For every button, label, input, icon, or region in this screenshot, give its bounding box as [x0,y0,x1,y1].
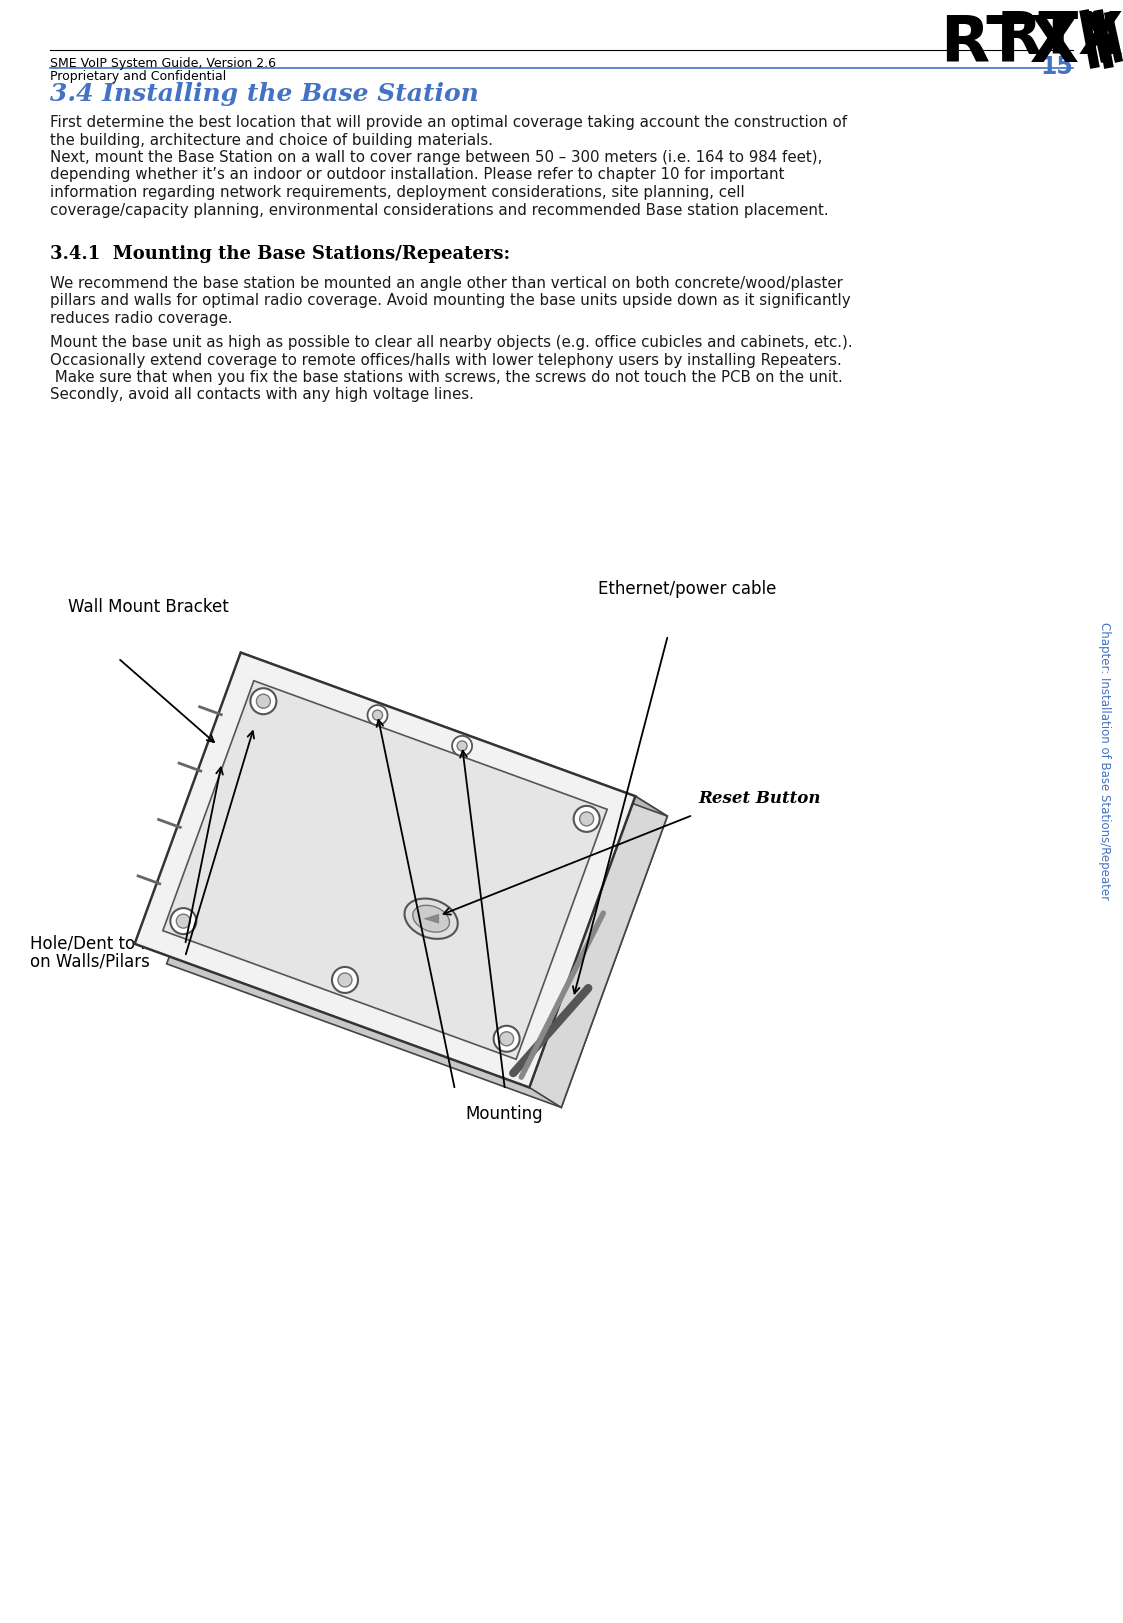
Text: Occasionally extend coverage to remote offices/halls with lower telephony users : Occasionally extend coverage to remote o… [51,352,842,367]
Circle shape [574,807,600,833]
Circle shape [494,1026,520,1052]
Text: Ethernet/power cable: Ethernet/power cable [599,579,776,597]
Text: Make sure that when you fix the base stations with screws, the screws do not tou: Make sure that when you fix the base sta… [51,370,842,385]
Text: on Walls/Pilars: on Walls/Pilars [30,953,149,971]
Ellipse shape [404,899,458,938]
Circle shape [500,1032,513,1045]
Polygon shape [240,652,667,816]
Text: pillars and walls for optimal radio coverage. Avoid mounting the base units upsi: pillars and walls for optimal radio cove… [51,294,850,308]
Text: Mounting: Mounting [465,1105,542,1123]
Ellipse shape [413,906,449,932]
Text: Reset Button: Reset Button [699,790,821,807]
Text: First determine the best location that will provide an optimal coverage taking a: First determine the best location that w… [51,115,847,130]
Circle shape [338,972,351,987]
Text: SME VoIP System Guide, Version 2.6: SME VoIP System Guide, Version 2.6 [51,57,276,70]
Circle shape [373,711,383,721]
Polygon shape [163,680,608,1060]
Circle shape [176,914,191,928]
Text: RTX: RTX [940,13,1079,75]
Text: RTX: RTX [996,10,1123,67]
Text: Mount the base unit as high as possible to clear all nearby objects (e.g. office: Mount the base unit as high as possible … [51,334,852,351]
Text: depending whether it’s an indoor or outdoor installation. Please refer to chapte: depending whether it’s an indoor or outd… [51,167,785,182]
Polygon shape [166,672,667,1107]
Text: coverage/capacity planning, environmental considerations and recommended Base st: coverage/capacity planning, environmenta… [51,203,829,217]
Text: Chapter: Installation of Base Stations/Repeater: Chapter: Installation of Base Stations/R… [1098,622,1112,901]
Text: Next, mount the Base Station on a wall to cover range between 50 – 300 meters (i: Next, mount the Base Station on a wall t… [51,149,822,166]
Text: reduces radio coverage.: reduces radio coverage. [51,312,232,326]
Circle shape [250,688,276,714]
Text: information regarding network requirements, deployment considerations, site plan: information regarding network requiremen… [51,185,745,200]
Text: 3.4.1  Mounting the Base Stations/Repeaters:: 3.4.1 Mounting the Base Stations/Repeate… [51,245,510,263]
Circle shape [256,695,271,708]
Polygon shape [135,652,636,1087]
Circle shape [579,812,594,826]
Text: Hole/Dent to Mount: Hole/Dent to Mount [30,935,192,953]
Circle shape [171,909,197,935]
Circle shape [453,735,472,756]
Text: Proprietary and Confidential: Proprietary and Confidential [51,70,226,83]
Circle shape [367,704,387,725]
Text: 15: 15 [1040,55,1072,80]
Text: Wall Mount Bracket: Wall Mount Bracket [69,597,229,617]
Text: the building, architecture and choice of building materials.: the building, architecture and choice of… [51,133,493,148]
Text: 3.4 Installing the Base Station: 3.4 Installing the Base Station [51,83,478,105]
Text: We recommend the base station be mounted an angle other than vertical on both co: We recommend the base station be mounted… [51,276,843,291]
Circle shape [457,740,467,751]
Text: Secondly, avoid all contacts with any high voltage lines.: Secondly, avoid all contacts with any hi… [51,388,474,403]
Polygon shape [529,797,667,1107]
Circle shape [332,967,358,993]
Polygon shape [423,914,439,923]
